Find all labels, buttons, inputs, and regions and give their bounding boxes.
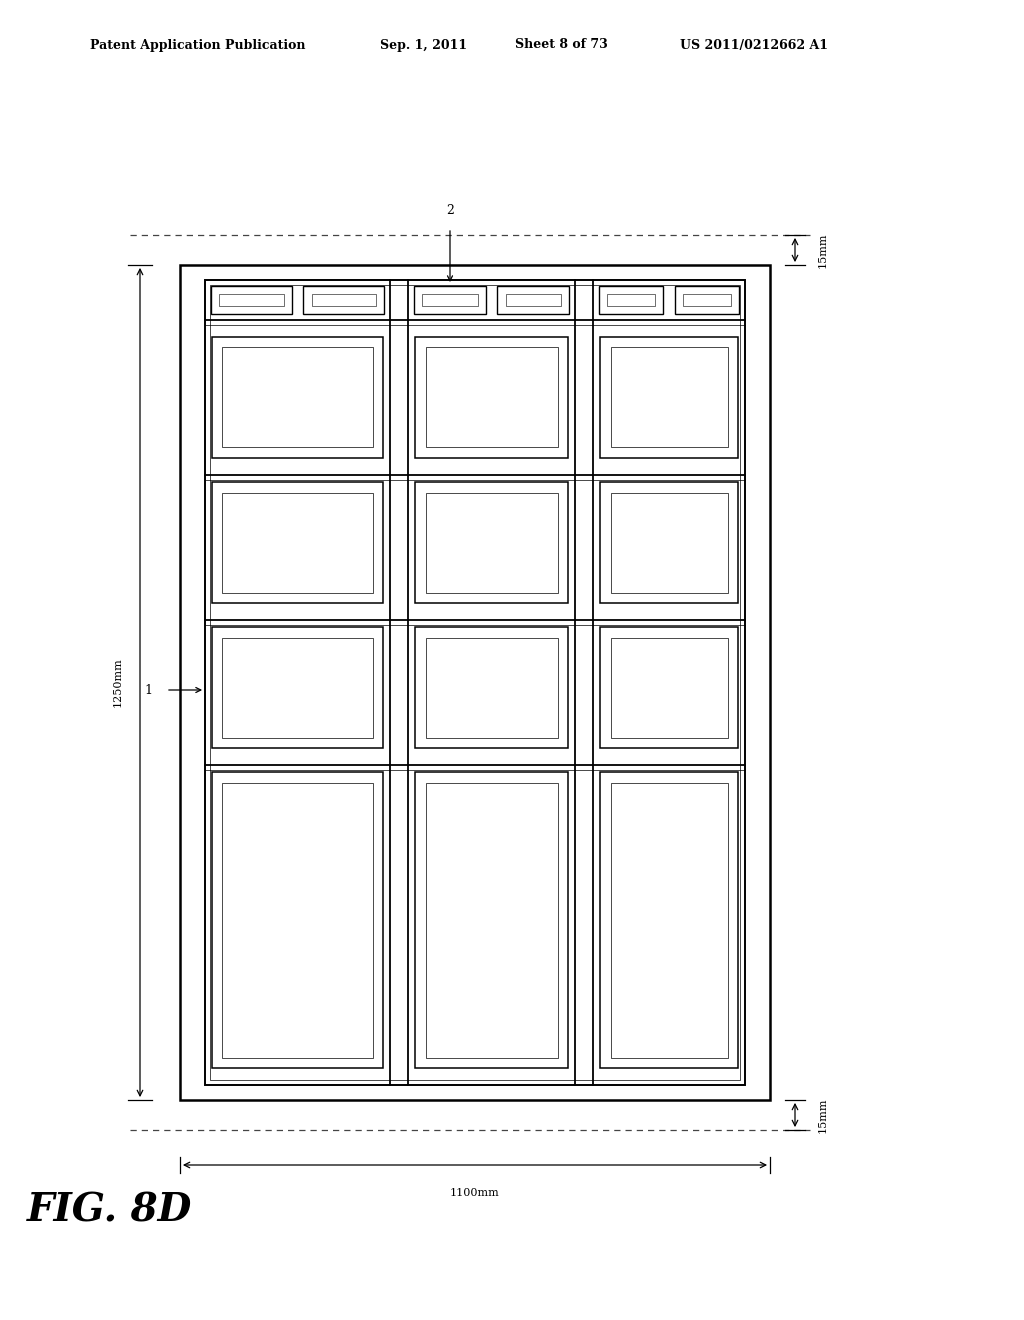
Bar — [426, 638, 557, 738]
Bar — [212, 482, 383, 603]
Bar — [415, 337, 568, 458]
Text: Sep. 1, 2011: Sep. 1, 2011 — [380, 38, 467, 51]
Bar — [205, 280, 745, 1085]
Bar — [610, 492, 727, 593]
Bar — [212, 772, 383, 1068]
Bar — [610, 783, 727, 1057]
Bar — [303, 285, 384, 314]
Bar — [414, 285, 486, 314]
Bar — [610, 638, 727, 738]
Bar — [599, 285, 664, 314]
Bar — [415, 627, 568, 748]
Bar — [311, 294, 376, 306]
Text: US 2011/0212662 A1: US 2011/0212662 A1 — [680, 38, 828, 51]
Bar — [600, 337, 738, 458]
Text: 1250mm: 1250mm — [113, 657, 123, 708]
Bar — [222, 783, 373, 1057]
Text: Sheet 8 of 73: Sheet 8 of 73 — [515, 38, 608, 51]
Bar — [212, 337, 383, 458]
Bar — [610, 347, 727, 447]
Text: Patent Application Publication: Patent Application Publication — [90, 38, 305, 51]
Bar — [683, 294, 731, 306]
Bar — [415, 482, 568, 603]
Bar — [212, 627, 383, 748]
Bar — [600, 482, 738, 603]
Bar — [422, 294, 477, 306]
Bar — [222, 492, 373, 593]
Bar — [506, 294, 561, 306]
Text: 1: 1 — [144, 684, 152, 697]
Text: 1100mm: 1100mm — [451, 1188, 500, 1199]
Bar — [210, 285, 740, 1080]
Bar — [426, 347, 557, 447]
Bar — [426, 783, 557, 1057]
Bar — [222, 638, 373, 738]
Bar — [180, 265, 770, 1100]
Text: FIG. 8D: FIG. 8D — [28, 1191, 193, 1229]
Bar — [426, 492, 557, 593]
Text: 15mm: 15mm — [818, 1097, 828, 1133]
Bar — [415, 772, 568, 1068]
Bar — [607, 294, 655, 306]
Bar — [497, 285, 569, 314]
Bar — [600, 772, 738, 1068]
Bar — [222, 347, 373, 447]
Bar — [600, 627, 738, 748]
Bar — [211, 285, 292, 314]
Text: 2: 2 — [446, 203, 454, 216]
Text: 15mm: 15mm — [818, 232, 828, 268]
Bar — [675, 285, 739, 314]
Bar — [219, 294, 284, 306]
